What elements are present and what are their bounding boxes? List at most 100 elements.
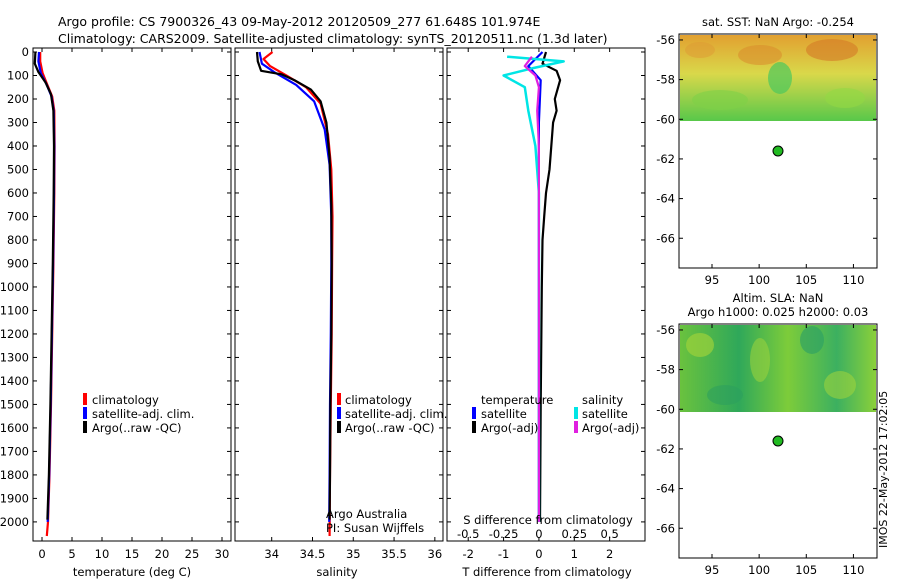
difference-x-ticks: -2 -1 0 1 2 (462, 48, 613, 561)
s-tick-label: 0.5 (600, 527, 618, 541)
depth-tick-label: 700 (7, 209, 29, 223)
depth-tick-label: 900 (7, 256, 29, 270)
series-line-argo-raw-qc- (33, 51, 56, 520)
x-tick-label: 35.5 (381, 547, 407, 561)
temperature-series (33, 51, 56, 537)
s-tick-label: -0.5 (457, 527, 479, 541)
series-line-salinity-satellite (502, 55, 565, 522)
temperature-legend: climatology satellite-adj. clim. Argo(..… (83, 393, 194, 435)
depth-tick-label: 1400 (0, 374, 29, 388)
series-line-satellite-adj-clim- (258, 51, 333, 522)
x-tick-label: 15 (125, 547, 140, 561)
legend-argo: Argo(..raw -QC) (345, 421, 435, 435)
depth-tick-label: 100 (7, 68, 29, 82)
map-y-tick-label: -62 (656, 152, 675, 166)
credit-line-1: Argo Australia (326, 507, 407, 521)
depth-tick-label: 1600 (0, 421, 29, 435)
imos-side-label: IMOS 22-May-2012 17:02:05 (877, 391, 890, 548)
depth-tick-label: 500 (7, 162, 29, 176)
depth-tick-label: 0 (22, 45, 29, 59)
depth-tick-label: 1700 (0, 444, 29, 458)
s-difference-label: S difference from climatology (463, 513, 633, 527)
legend-swatch-climatology (337, 393, 341, 405)
sla-map-title: Altim. SLA: NaN (733, 291, 824, 305)
x-tick-label: 30 (215, 547, 230, 561)
temperature-xlabel: temperature (deg C) (73, 565, 191, 579)
legend-satellite: satellite-adj. clim. (345, 407, 447, 421)
legend-satellite: satellite-adj. clim. (92, 407, 194, 421)
depth-tick-label: 1500 (0, 397, 29, 411)
legend-swatch-satellite (337, 407, 341, 419)
sst-map-frame (678, 33, 878, 269)
sst-map-title: sat. SST: NaN Argo: -0.254 (702, 15, 854, 29)
x-tick-label: 0 (535, 547, 542, 561)
depth-axis: 0 100 200 300 400 500 600 700 800 900 1000 1100 1200… (0, 45, 645, 529)
credit-line-2: PI: Susan Wijffels (326, 521, 424, 535)
legend-swatch-sal-argo (574, 421, 578, 433)
legend-swatch-temp-satellite (472, 407, 476, 419)
map-y-tick-label: -66 (656, 521, 675, 535)
map-y-tick-label: -58 (656, 363, 675, 377)
s-tick-label: -0.25 (489, 527, 519, 541)
legend-salinity-title: salinity (582, 393, 623, 407)
map-y-tick-label: -64 (656, 192, 675, 206)
map-x-tick-label: 95 (705, 273, 720, 287)
legend-swatch-argo (337, 421, 341, 433)
salinity-series (255, 51, 334, 537)
s-tick-label: 0.25 (561, 527, 587, 541)
map-y-tick-label: -56 (656, 323, 675, 337)
difference-panel-frame (446, 47, 646, 542)
x-tick-label: 34 (264, 547, 279, 561)
difference-series (502, 51, 565, 522)
header-line-1: Argo profile: CS 7900326_43 09-May-2012 … (58, 14, 541, 29)
sla-field-texture (686, 326, 856, 405)
legend-sal-satellite: satellite (582, 407, 628, 421)
legend-swatch-sal-satellite (574, 407, 578, 419)
salinity-panel-frame (234, 47, 444, 542)
argo-location-marker-sst (772, 145, 784, 157)
x-tick-label: 0 (38, 547, 45, 561)
map-y-tick-label: -60 (656, 112, 675, 126)
map-x-tick-label: 100 (748, 563, 770, 577)
sst-field-texture (685, 39, 865, 110)
series-line-salinity-argo-adj- (523, 56, 541, 522)
x-tick-label: -1 (498, 547, 509, 561)
map-x-tick-label: 95 (705, 563, 720, 577)
s-difference-ticks: -0.5 -0.25 0 0.25 0.5 (457, 527, 619, 541)
sla-map-axes: 95 100 105 110 -56 -58 -60 -62 -64 -66 (656, 323, 877, 577)
map-y-tick-label: -56 (656, 33, 675, 47)
legend-climatology: climatology (92, 393, 159, 407)
x-tick-label: 25 (185, 547, 200, 561)
salinity-xlabel: salinity (316, 565, 357, 579)
map-x-tick-label: 100 (748, 273, 770, 287)
s-tick-label: 0 (535, 527, 542, 541)
x-tick-label: 20 (155, 547, 170, 561)
x-tick-label: 36 (428, 547, 443, 561)
sla-map-subtitle: Argo h1000: 0.025 h2000: 0.03 (688, 305, 869, 319)
temperature-x-ticks: 0 5 10 15 20 25 30 (38, 48, 229, 561)
depth-tick-label: 1800 (0, 468, 29, 482)
sst-map-axes: 95 100 105 110 -56 -58 -60 -62 -64 -66 (656, 33, 877, 287)
salinity-legend: climatology satellite-adj. clim. Argo(..… (337, 393, 447, 435)
depth-tick-label: 1200 (0, 327, 29, 341)
map-x-tick-label: 105 (795, 273, 817, 287)
map-x-tick-label: 110 (842, 273, 864, 287)
legend-climatology: climatology (345, 393, 412, 407)
depth-tick-label: 800 (7, 233, 29, 247)
x-tick-label: 5 (68, 547, 75, 561)
legend-swatch-satellite (83, 407, 87, 419)
map-x-tick-label: 105 (795, 563, 817, 577)
depth-tick-label: 600 (7, 186, 29, 200)
series-line-temperature-argo-adj- (538, 51, 562, 522)
depth-tick-label: 1300 (0, 350, 29, 364)
x-tick-label: 35 (346, 547, 361, 561)
x-tick-label: 2 (606, 547, 613, 561)
legend-temperature-title: temperature (481, 393, 553, 407)
depth-tick-label: 2000 (0, 515, 29, 529)
x-tick-label: 10 (95, 547, 110, 561)
legend-sal-argo: Argo(-adj) (582, 421, 639, 435)
map-y-tick-label: -66 (656, 231, 675, 245)
map-y-tick-label: -62 (656, 442, 675, 456)
map-y-tick-label: -64 (656, 482, 675, 496)
